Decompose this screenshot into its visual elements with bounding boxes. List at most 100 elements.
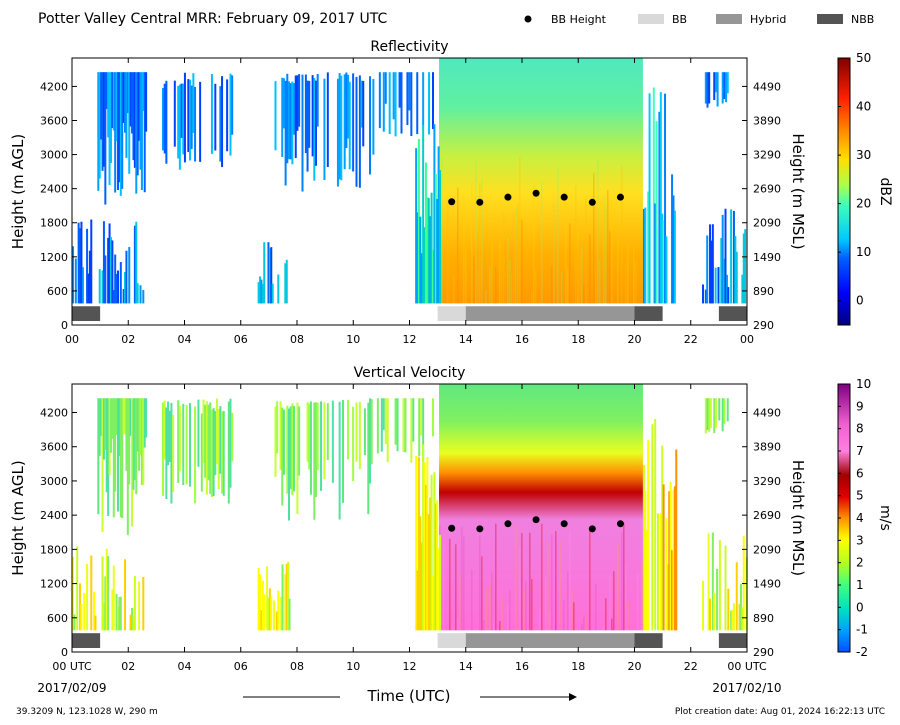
precip-streak — [567, 571, 569, 631]
echo-column — [128, 246, 131, 304]
echo-column — [704, 398, 707, 434]
echo-column — [80, 603, 83, 631]
echo-column — [187, 79, 190, 153]
echo-column — [741, 607, 744, 631]
echo-column — [117, 72, 119, 191]
echo-column — [400, 72, 403, 134]
y-tick-label-right: 290 — [753, 319, 774, 332]
x-tick-label: 08 — [290, 660, 304, 673]
echo-column — [133, 225, 136, 304]
echo-column — [126, 72, 129, 114]
y-tick-label-right: 1490 — [753, 251, 781, 264]
echo-column — [744, 229, 747, 304]
echo-column — [730, 610, 733, 631]
echo-column — [723, 398, 726, 424]
echo-column — [261, 580, 264, 631]
echo-column — [133, 398, 136, 481]
echo-column — [132, 72, 135, 161]
data-field — [72, 384, 748, 631]
y-tick-label: 3000 — [40, 475, 68, 488]
echo-column — [738, 603, 741, 631]
echo-column — [672, 490, 675, 631]
precip-streak — [519, 547, 521, 631]
precip-streak — [477, 270, 479, 304]
y-tick-label-right: 4490 — [753, 407, 781, 420]
echo-column — [102, 398, 105, 460]
echo-column — [108, 398, 111, 476]
echo-column — [326, 403, 329, 461]
echo-column — [347, 399, 350, 460]
echo-column — [291, 403, 294, 496]
precip-streak — [531, 579, 533, 631]
echo-column — [227, 401, 230, 504]
echo-column — [260, 609, 263, 631]
x-tick-label: 08 — [290, 333, 304, 346]
echo-column — [119, 262, 122, 304]
echo-column — [426, 197, 429, 304]
echo-column — [709, 224, 712, 304]
precip-streak — [497, 302, 499, 304]
echo-column — [420, 253, 423, 304]
precip-streak — [549, 610, 551, 631]
precip-streak — [575, 185, 577, 304]
echo-column — [121, 398, 124, 519]
echo-column — [396, 398, 399, 452]
bb-height-point — [504, 193, 512, 201]
echo-column — [125, 250, 128, 304]
precip-streak — [507, 237, 509, 304]
echo-column — [98, 269, 101, 304]
echo-column — [416, 570, 419, 631]
echo-column — [673, 210, 676, 304]
echo-column — [194, 406, 197, 504]
x-tick-label: 10 — [346, 660, 360, 673]
echo-column — [422, 72, 425, 126]
precip-streak — [503, 213, 505, 304]
echo-column — [651, 424, 654, 631]
echo-column — [659, 513, 662, 631]
echo-column — [122, 398, 125, 435]
precip-streak — [483, 620, 485, 631]
colorbar-tick-label: 30 — [856, 148, 871, 162]
echo-column — [348, 81, 351, 170]
echo-column — [257, 282, 260, 304]
precip-streak — [463, 536, 465, 631]
echo-column — [382, 398, 385, 431]
figure-title: Potter Valley Central MRR: February 09, … — [38, 11, 387, 27]
precip-streak — [551, 534, 553, 631]
precip-streak — [513, 213, 515, 304]
precip-streak — [585, 198, 587, 304]
echo-column — [716, 568, 719, 631]
echo-column — [135, 221, 138, 304]
precip-streak — [593, 172, 595, 304]
echo-column — [723, 72, 726, 99]
echo-column — [217, 408, 220, 489]
precip-streak — [567, 267, 569, 304]
echo-column — [655, 121, 658, 304]
bb-class-bb — [437, 306, 466, 322]
panel-title: Vertical Velocity — [354, 365, 466, 381]
echo-column — [105, 72, 108, 110]
echo-column — [133, 72, 136, 168]
echo-column — [284, 573, 287, 631]
echo-column — [665, 236, 668, 304]
echo-column — [132, 616, 135, 631]
precip-streak — [617, 541, 619, 631]
echo-column — [202, 399, 205, 464]
bb-height-point — [588, 198, 596, 206]
y-tick-label-right: 1490 — [753, 578, 781, 591]
precip-region — [439, 58, 643, 304]
precip-streak — [521, 219, 523, 304]
bb-class-bb — [437, 633, 466, 649]
echo-column — [420, 398, 423, 436]
echo-column — [323, 78, 326, 180]
echo-column — [124, 72, 127, 133]
echo-column — [107, 72, 110, 138]
echo-column — [285, 259, 288, 304]
echo-column — [98, 398, 101, 456]
data-field — [72, 58, 747, 304]
echo-column — [296, 402, 299, 514]
echo-column — [165, 407, 168, 500]
echo-column — [394, 398, 397, 445]
echo-column — [281, 407, 284, 506]
echo-column — [437, 548, 440, 631]
